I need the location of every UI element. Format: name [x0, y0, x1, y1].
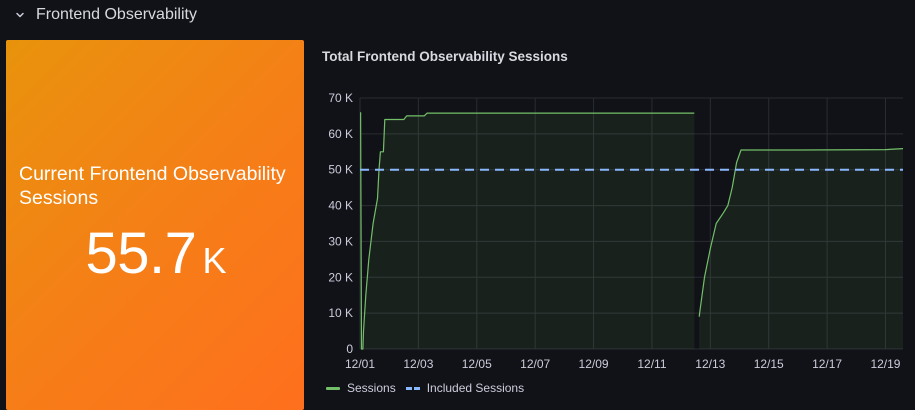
- x-tick-label: 12/05: [462, 357, 492, 370]
- x-tick-label: 12/15: [754, 357, 784, 370]
- legend-swatch-included: [405, 386, 420, 390]
- y-tick-label: 70 K: [328, 91, 353, 105]
- y-tick-label: 50 K: [328, 163, 353, 177]
- chart-legend: Sessions Included Sessions: [326, 380, 534, 396]
- x-tick-label: 12/17: [812, 357, 842, 370]
- sessions-line: [698, 148, 904, 317]
- legend-item-sessions[interactable]: Sessions: [326, 381, 396, 395]
- y-tick-label: 20 K: [328, 270, 353, 284]
- x-tick-label: 12/07: [520, 357, 550, 370]
- x-tick-label: 12/11: [637, 357, 666, 370]
- x-axis: 12/01 12/03 12/05 12/07 12/09 12/11 12/13 12/15…: [345, 357, 901, 370]
- stat-unit: K: [202, 240, 227, 281]
- chart-title: Total Frontend Observability Sessions: [322, 49, 568, 64]
- legend-label-included: Included Sessions: [426, 381, 525, 395]
- x-tick-label: 12/13: [695, 357, 725, 370]
- legend-swatch-sessions: [326, 386, 340, 390]
- x-tick-label: 12/19: [870, 357, 900, 370]
- stat-panel[interactable]: Current Frontend Observability Sessions …: [6, 40, 304, 410]
- chevron-down-icon[interactable]: [14, 9, 26, 21]
- stat-value: 55.7 K: [6, 220, 304, 287]
- y-tick-label: 0: [346, 342, 353, 356]
- chart-canvas[interactable]: 0 10 K 20 K 30 K 40 K 50 K 60 K 70 K 12/01 12/03…: [312, 40, 915, 370]
- chart-grid: [359, 97, 903, 350]
- sessions-area: [360, 112, 695, 349]
- x-tick-label: 12/09: [579, 357, 609, 370]
- y-tick-label: 10 K: [328, 306, 353, 320]
- y-tick-label: 30 K: [328, 234, 353, 248]
- y-axis: 0 10 K 20 K 30 K 40 K 50 K 60 K 70 K: [328, 91, 353, 356]
- legend-label-sessions: Sessions: [347, 381, 396, 395]
- stat-number: 55.7: [85, 221, 197, 286]
- x-tick-label: 12/03: [403, 357, 433, 370]
- stat-title: Current Frontend Observability Sessions: [19, 163, 286, 209]
- sessions-area: [699, 148, 903, 349]
- y-tick-label: 40 K: [328, 199, 353, 213]
- row-title[interactable]: Frontend Observability: [36, 6, 197, 23]
- row-header[interactable]: Frontend Observability: [0, 0, 915, 32]
- x-tick-label: 12/01: [345, 357, 375, 370]
- y-tick-label: 60 K: [328, 127, 353, 141]
- chart-series: [360, 112, 904, 350]
- legend-item-included[interactable]: Included Sessions: [405, 381, 525, 395]
